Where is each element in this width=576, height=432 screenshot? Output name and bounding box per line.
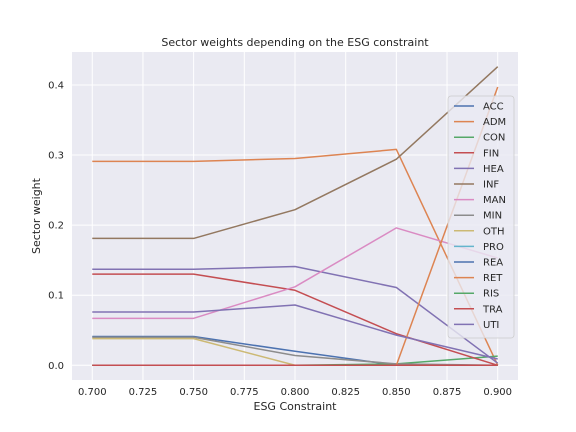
legend-label-min: MIN <box>483 211 502 222</box>
series-line-fin <box>92 273 498 366</box>
legend-label-uti: UTI <box>483 320 499 331</box>
x-tick-label: 0.800 <box>281 387 310 398</box>
y-tick-label: 0.2 <box>48 221 64 232</box>
legend-label-pro: PRO <box>483 242 504 253</box>
y-tick-label: 0.1 <box>48 291 64 302</box>
x-tick-label: 0.850 <box>382 387 411 398</box>
x-axis-ticks: 0.700 0.725 0.750 0.775 0.800 0.825 0.850 0.875… <box>78 387 512 398</box>
legend-label-adm: ADM <box>483 117 506 128</box>
legend-label-tra: TRA <box>482 304 503 315</box>
x-tick-label: 0.825 <box>331 387 360 398</box>
legend-label-inf: INF <box>483 180 499 191</box>
legend-label-ris: RIS <box>483 289 499 300</box>
series-line-uti <box>92 304 498 360</box>
series-line-hea <box>92 265 499 364</box>
x-tick-label: 0.750 <box>179 387 208 398</box>
legend-label-man: MAN <box>483 195 506 206</box>
x-tick-label: 0.775 <box>230 387 259 398</box>
series-line-man <box>92 227 498 320</box>
legend-label-rea: REA <box>483 258 503 269</box>
x-axis-label: ESG Constraint <box>254 400 338 413</box>
x-tick-label: 0.725 <box>129 387 158 398</box>
legend-label-ret: RET <box>483 273 503 284</box>
x-tick-label: 0.700 <box>78 387 107 398</box>
y-axis-label: Sector weight <box>30 177 43 254</box>
y-tick-label: 0.0 <box>48 361 64 372</box>
series-line-min <box>92 336 498 367</box>
x-tick-label: 0.900 <box>483 387 512 398</box>
legend-label-oth: OTH <box>483 226 505 237</box>
y-tick-label: 0.3 <box>48 151 64 162</box>
legend-label-fin: FIN <box>483 148 499 159</box>
x-tick-label: 0.875 <box>433 387 462 398</box>
legend: ACC ADM CON FIN HEA INF MAN MIN OTH PRO REA RET RIS T… <box>447 95 515 339</box>
series-line-inf <box>92 66 499 240</box>
legend-label-acc: ACC <box>483 102 504 113</box>
series-line-adm <box>92 148 499 366</box>
legend-label-hea: HEA <box>483 164 504 175</box>
legend-label-con: CON <box>483 133 505 144</box>
series-lines <box>92 66 499 367</box>
y-axis-ticks: 0.0 0.1 0.2 0.3 0.4 <box>48 80 64 371</box>
chart-title: Sector weights depending on the ESG cons… <box>161 36 429 49</box>
y-tick-label: 0.4 <box>48 80 64 91</box>
